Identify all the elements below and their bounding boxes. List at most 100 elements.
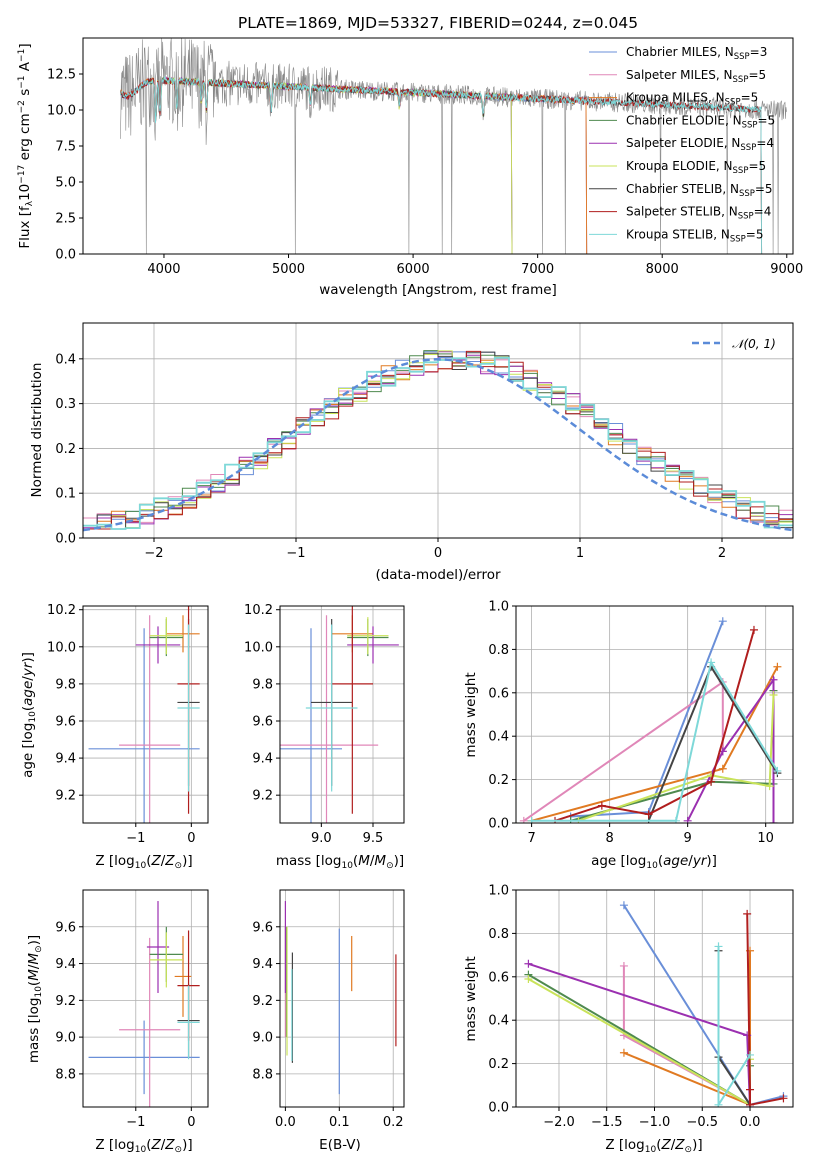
weight_vs_age-y-tick-label: 0.0: [488, 817, 509, 832]
weight-marker: [718, 764, 727, 773]
mass_vs_z-x-tick-label: −1: [126, 1115, 145, 1130]
age_vs_z-x-tick-label: 0: [187, 831, 195, 846]
weight-marker: [779, 1094, 788, 1103]
weight-marker: [769, 819, 778, 823]
mass-vs-z-panel: −1 0 8.8 9.0 9.2 9.4 9.6 Z [log10(Z/Z⊙)] mass …: [26, 889, 209, 1155]
weight_vs_z-y-tick-label: 0.4: [488, 1014, 509, 1029]
mass_vs_z-grid: [83, 890, 208, 1107]
mass-vs-z-x-label: Z [log10(Z/Z⊙)]: [95, 1137, 192, 1155]
weight_vs_age-axes: 7 8 9 10 0.0 0.2 0.4 0.6 0.8 1.0: [488, 600, 794, 846]
weight-line-salpeter-elodie: [686, 676, 775, 823]
spectrum-axes: 4000 5000 6000 7000 8000 9000 0.0 2.5 5.0 7.5 10.0…: [47, 37, 803, 277]
weight_vs_age-y-tick-label: 0.2: [488, 773, 509, 788]
residuals-y-tick-label: 0.4: [55, 352, 76, 367]
residuals-y-tick-label: 0.0: [55, 532, 76, 547]
spectrum-y-tick-label: 10.0: [47, 104, 76, 119]
weight-marker: [527, 816, 536, 823]
mass-vs-z-y-label: mass [log10(M/M⊙)]: [26, 935, 44, 1063]
spectrum-x-tick-label: 9000: [770, 262, 803, 277]
mass-vs-z-plot-area: −1 0 8.8 9.0 9.2 9.4 9.6: [55, 889, 209, 1130]
weight-marker: [746, 1050, 755, 1059]
spectrum-y-label: Flux [fλ10−17 erg cm−2 s−1 A−1]: [17, 43, 35, 248]
mass_vs_ebv-y-tick-label: 8.8: [252, 1067, 273, 1082]
mass-vs-ebv-plot-area: 0.0 0.1 0.2 8.8 9.0 9.2 9.4 9.6: [252, 889, 405, 1130]
residuals-frame: [82, 322, 794, 539]
spectrum-plot-area: 4000 5000 6000 7000 8000 9000 0.0 2.5 5.0 7.5 10.0…: [47, 37, 803, 277]
spectrum-y-tick-label: 2.5: [55, 212, 76, 227]
spectrum-y-tick-label: 12.5: [47, 68, 76, 83]
age-vs-z-y-label: age [log10(age/yr)]: [20, 652, 38, 778]
weight-vs-z-y-label: mass weight: [463, 956, 479, 1041]
residuals-x-tick-label: 0: [434, 546, 442, 561]
mass_vs_z-y-tick-label: 9.6: [55, 920, 76, 935]
age_vs_mass-y-tick-label: 9.6: [252, 714, 273, 729]
spectrum-data: [119, 38, 787, 254]
weight-marker: [619, 901, 628, 910]
age-vs-z-panel: −1 09.29.49.69.810.010.2 Z [log10(Z/Z⊙)] …: [20, 603, 209, 871]
weight_vs_age-frame: [515, 605, 794, 824]
weight-vs-z-panel: −2.0 −1.5 −1.0 −0.5 0.0 0.0 0.2 0.4 0.6 0.8 1.0 Z …: [463, 884, 794, 1155]
mass-vs-ebv-x-label: E(B-V): [319, 1137, 361, 1153]
age_vs_mass-y-tick-label: 10.2: [244, 603, 273, 618]
weight_vs_z-x-tick-label: −0.5: [686, 1115, 718, 1130]
weight_vs_z-x-tick-label: −1.5: [591, 1115, 623, 1130]
age_vs_z-y-tick-label: 9.6: [55, 714, 76, 729]
weight-marker: [707, 777, 716, 786]
weight-marker: [644, 810, 653, 819]
residuals-axes: −2 −1 0 1 2 0.0 0.1 0.2 0.3 0.4: [55, 322, 794, 561]
age_vs_mass-y-tick-label: 10.0: [244, 640, 273, 655]
residuals-y-tick-label: 0.2: [55, 442, 76, 457]
age_vs_z-y-tick-label: 10.0: [47, 640, 76, 655]
age_vs_z-axes: −1 0 9.2 9.4 9.6 9.8 10.0 10.2: [47, 603, 209, 846]
histogram-kroupa-stelib: [83, 356, 793, 530]
weight-marker: [597, 801, 606, 810]
weight-line-salpeter-stelib: [746, 913, 784, 1107]
weight-marker: [524, 974, 533, 983]
age_vs_mass-y-tick-label: 9.2: [252, 789, 273, 804]
age_vs_z-y-tick-label: 10.2: [47, 603, 76, 618]
legend-label: Chabrier MILES, NSSP=3: [626, 45, 767, 62]
weight_vs_z-axes: −2.0 −1.5 −1.0 −0.5 0.0 0.0 0.2 0.4 0.6 0.8 1.0: [488, 884, 794, 1130]
age_vs_mass-data: [280, 606, 399, 823]
spectrum-x-tick-label: 5000: [272, 262, 305, 277]
residuals-panel: −2 −1 0 1 2 0.0 0.1 0.2 0.3 0.4 𝒩(0, 1) (data-mod…: [29, 322, 794, 583]
age_vs_z-data: [88, 606, 200, 823]
mass_vs_ebv-y-tick-label: 9.2: [252, 994, 273, 1009]
residuals-plot-area: −2 −1 0 1 2 0.0 0.1 0.2 0.3 0.4: [55, 322, 794, 561]
mass_vs_ebv-data: [284, 901, 397, 1095]
weight-marker: [746, 1085, 755, 1094]
weight_vs_z-x-tick-label: −1.0: [639, 1115, 671, 1130]
weight-marker: [671, 816, 680, 823]
spectrum-y-tick-label: 5.0: [55, 176, 76, 191]
age_vs_z-grid: [83, 606, 208, 823]
weight_vs_z-y-tick-label: 0.8: [488, 927, 509, 942]
weight-marker: [743, 909, 752, 918]
age_vs_mass-x-tick-label: 9.5: [363, 831, 384, 846]
weight_vs_z-x-tick-label: −2.0: [543, 1115, 575, 1130]
legend-label: Chabrier ELODIE, NSSP=5: [626, 113, 775, 130]
weight-marker: [707, 658, 716, 667]
weight-marker: [773, 662, 782, 671]
mass_vs_ebv-y-tick-label: 9.0: [252, 1031, 273, 1046]
spectrum-panel: PLATE=1869, MJD=53327, FIBERID=0244, z=0…: [17, 14, 803, 298]
age_vs_z-y-tick-label: 9.2: [55, 789, 76, 804]
weight-marker: [619, 1048, 628, 1057]
weight_vs_z-x-tick-label: 0.0: [740, 1115, 761, 1130]
mass-vs-ebv-panel: 0.0 0.1 0.2 8.8 9.0 9.2 9.4 9.6 E(B-V): [252, 889, 405, 1153]
weight-line-kroupa-stelib: [531, 659, 779, 822]
weight-marker: [749, 625, 758, 634]
mass_vs_ebv-x-tick-label: 0.1: [329, 1115, 350, 1130]
weight_vs_age-data: [519, 617, 782, 823]
weight_vs_z-data: [524, 901, 788, 1107]
reference-legend-label: 𝒩(0, 1): [732, 337, 776, 351]
residuals-x-tick-label: 1: [576, 546, 584, 561]
residuals-x-label: (data-model)/error: [375, 567, 501, 583]
weight-vs-z-plot-area: −2.0 −1.5 −1.0 −0.5 0.0 0.0 0.2 0.4 0.6 0.8 1.0: [488, 884, 794, 1130]
weight_vs_z-y-tick-label: 1.0: [488, 884, 509, 899]
age_vs_mass-x-tick-label: 9.0: [311, 831, 332, 846]
spectrum-x-tick-label: 6000: [397, 262, 430, 277]
weight-marker: [769, 690, 778, 699]
weight_vs_age-y-tick-label: 0.8: [488, 643, 509, 658]
